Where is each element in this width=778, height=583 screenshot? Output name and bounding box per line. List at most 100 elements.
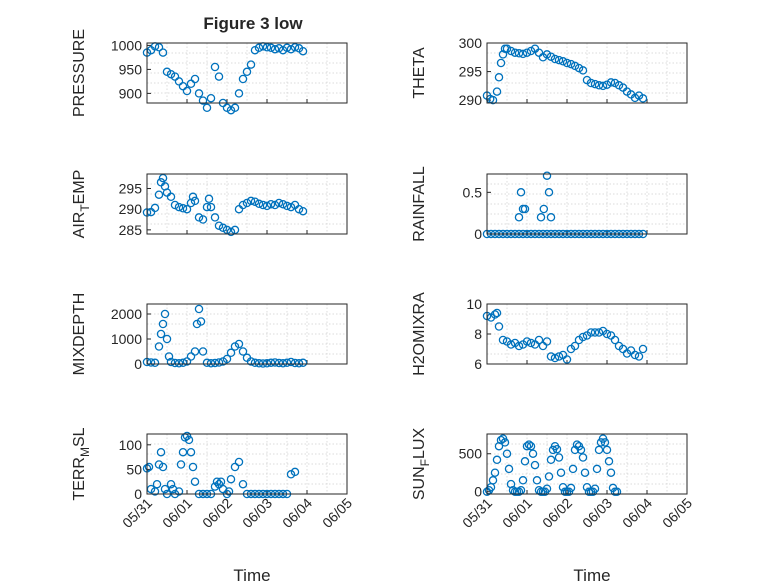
data-point bbox=[226, 348, 236, 358]
y-tick-label: 10 bbox=[466, 296, 482, 312]
data-point bbox=[544, 472, 554, 481]
data-point bbox=[566, 483, 576, 493]
data-point bbox=[186, 447, 196, 457]
ylabel-4: RAINFALL bbox=[411, 166, 428, 242]
data-point bbox=[234, 457, 244, 467]
data-point bbox=[230, 225, 240, 235]
data-point bbox=[578, 453, 588, 462]
ylabel-6: H2OMIXRA bbox=[411, 292, 428, 376]
data-point bbox=[184, 435, 194, 445]
data-point bbox=[176, 460, 186, 469]
data-point bbox=[542, 171, 552, 180]
data-point bbox=[222, 225, 232, 235]
subplot-3: 295 290 285 AIRTEMP bbox=[71, 170, 348, 238]
data-point bbox=[266, 358, 276, 368]
data-point bbox=[546, 352, 556, 361]
data-point bbox=[206, 359, 216, 368]
data-point bbox=[526, 441, 536, 451]
data-point bbox=[488, 95, 498, 105]
data-point bbox=[210, 213, 220, 222]
data-point bbox=[298, 46, 308, 56]
data-point bbox=[586, 328, 596, 337]
data-point bbox=[278, 199, 288, 209]
data-point bbox=[522, 48, 532, 57]
y-tick-label: 6 bbox=[474, 356, 482, 372]
data-point bbox=[542, 337, 552, 346]
y-tick-label: 1000 bbox=[111, 331, 142, 347]
y-tick-label: 900 bbox=[119, 85, 143, 101]
data-point bbox=[190, 347, 200, 356]
data-point bbox=[518, 476, 528, 485]
data-point bbox=[530, 460, 540, 470]
plot-area bbox=[147, 304, 347, 364]
data-point bbox=[526, 338, 536, 348]
y-tick-label: 285 bbox=[119, 222, 143, 238]
data-point bbox=[194, 213, 204, 222]
data-point bbox=[154, 342, 164, 351]
data-point bbox=[612, 487, 622, 496]
data-point bbox=[572, 440, 582, 449]
data-point bbox=[178, 204, 188, 213]
data-point bbox=[158, 462, 168, 472]
data-point bbox=[150, 203, 160, 213]
data-point bbox=[544, 188, 554, 197]
axes-frame bbox=[486, 173, 688, 235]
data-point bbox=[600, 438, 610, 447]
data-point bbox=[226, 227, 236, 237]
x-axis-label: Time bbox=[233, 566, 270, 583]
data-point bbox=[254, 359, 264, 368]
data-point bbox=[638, 94, 648, 103]
data-point bbox=[270, 358, 280, 367]
data-point bbox=[202, 202, 212, 212]
data-point bbox=[144, 462, 154, 472]
plot-area bbox=[487, 43, 687, 103]
data-point bbox=[160, 484, 170, 494]
data-point bbox=[210, 358, 220, 368]
data-point bbox=[506, 340, 516, 349]
data-point bbox=[250, 358, 260, 368]
data-point bbox=[286, 202, 296, 212]
data-point bbox=[534, 335, 544, 345]
data-point bbox=[234, 89, 244, 98]
data-point bbox=[498, 335, 508, 345]
data-point bbox=[222, 354, 232, 364]
data-point bbox=[198, 96, 208, 105]
data-point bbox=[218, 223, 228, 233]
data-point bbox=[606, 78, 616, 87]
data-point bbox=[174, 487, 184, 496]
data-point bbox=[554, 352, 564, 361]
x-axis-label: Time bbox=[573, 566, 610, 583]
data-point bbox=[204, 194, 214, 204]
data-point bbox=[202, 103, 212, 113]
ylabel-5: MIXDEPTH bbox=[71, 293, 88, 376]
y-tick-label: 290 bbox=[459, 92, 483, 108]
data-point bbox=[580, 468, 590, 477]
data-point bbox=[238, 200, 248, 210]
data-point bbox=[520, 204, 530, 214]
data-point bbox=[188, 462, 198, 472]
data-point bbox=[516, 188, 526, 197]
plot-area bbox=[487, 434, 687, 494]
data-point bbox=[246, 357, 256, 366]
data-point bbox=[594, 81, 604, 90]
data-point bbox=[554, 453, 564, 462]
data-point bbox=[490, 310, 500, 319]
data-point bbox=[234, 339, 244, 349]
data-point bbox=[514, 341, 524, 351]
y-tick-label: 300 bbox=[459, 35, 483, 51]
y-tick-label: 500 bbox=[459, 446, 483, 462]
data-point bbox=[492, 87, 502, 96]
data-point bbox=[216, 477, 226, 486]
data-point bbox=[496, 58, 506, 68]
data-point bbox=[258, 200, 268, 210]
ylabel-7: TERRMSL bbox=[71, 427, 92, 500]
data-point bbox=[210, 62, 220, 72]
data-point bbox=[634, 352, 644, 361]
data-point bbox=[194, 89, 204, 98]
data-point bbox=[266, 43, 276, 53]
data-point bbox=[254, 199, 264, 209]
y-tick-label: 295 bbox=[119, 180, 143, 196]
y-tick-label: 290 bbox=[119, 201, 143, 217]
data-point bbox=[594, 328, 604, 337]
